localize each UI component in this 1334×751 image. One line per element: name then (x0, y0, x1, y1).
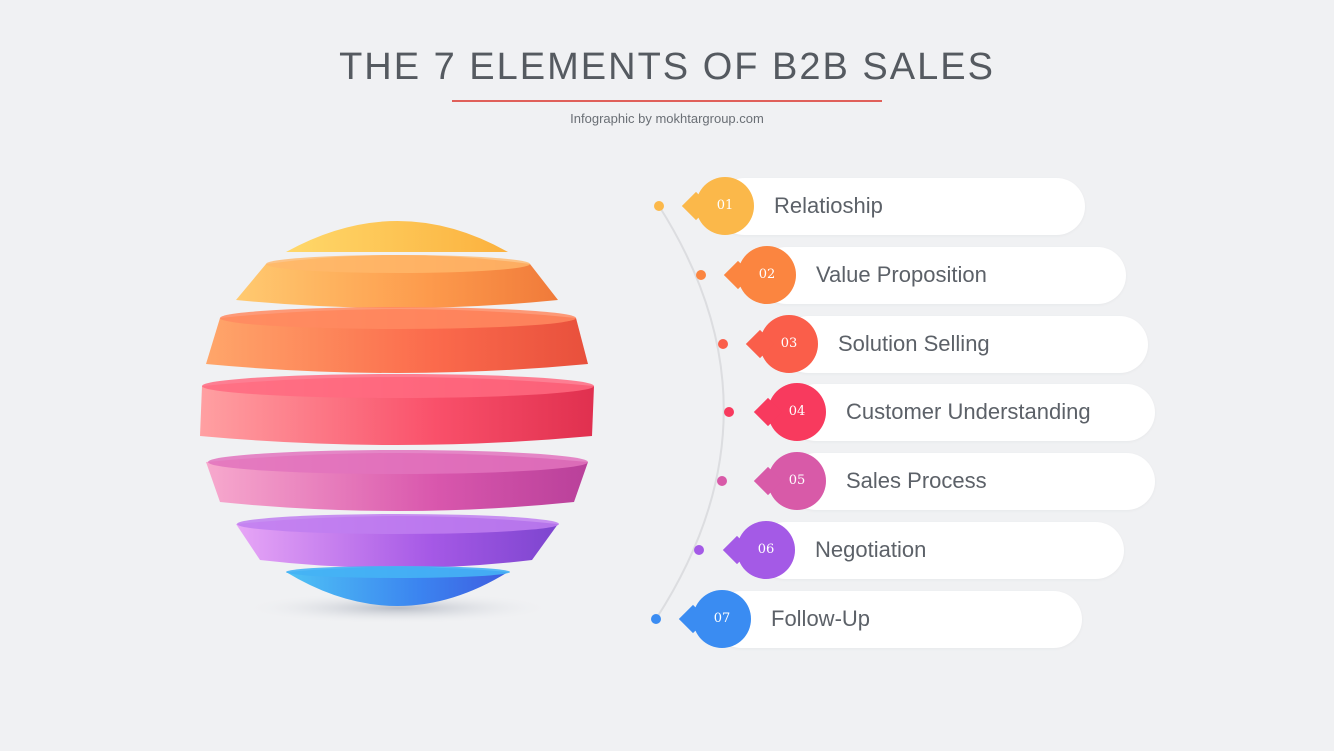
item-label: Customer Understanding (846, 399, 1091, 424)
item-number: 06 (757, 542, 775, 557)
rail-dot (696, 270, 706, 280)
item-number: 03 (780, 336, 798, 351)
item-pill (788, 384, 1155, 441)
page-subtitle: Infographic by mokhtargroup.com (570, 111, 764, 126)
title-underline (452, 100, 882, 102)
item-pill (758, 247, 1126, 304)
item-number-badge: 06 (722, 521, 795, 579)
item-number-badge: 04 (753, 383, 826, 441)
item-number-badge: 03 (745, 315, 818, 373)
item-label: Relatioship (774, 193, 883, 218)
sphere-layer-1 (286, 221, 508, 252)
rail-dot (717, 476, 727, 486)
rail-dot (654, 201, 664, 211)
item-number: 04 (788, 404, 806, 419)
item-label: Value Proposition (816, 262, 987, 287)
sphere-shadow (243, 592, 553, 624)
rail-dot (694, 545, 704, 555)
item-pill (713, 591, 1082, 648)
item-label: Sales Process (846, 468, 987, 493)
item-number: 05 (788, 473, 806, 488)
item-number-badge: 07 (678, 590, 751, 648)
item-pill (780, 316, 1148, 373)
page-title: THE 7 ELEMENTS OF B2B SALES (339, 46, 995, 88)
item-number: 07 (713, 611, 731, 626)
item-label: Follow-Up (771, 606, 871, 631)
item-number-badge: 02 (723, 246, 796, 304)
item-number-badge: 05 (753, 452, 826, 510)
item-pill (716, 178, 1085, 235)
item-number: 01 (716, 198, 734, 213)
rail-dot (651, 614, 661, 624)
item-number: 02 (758, 267, 776, 282)
item-label: Negotiation (815, 537, 927, 562)
item-label: Solution Selling (838, 331, 990, 356)
rail-dot (718, 339, 728, 349)
item-pill (788, 453, 1155, 510)
layered-sphere-illustration (200, 221, 594, 624)
item-pill (757, 522, 1124, 579)
rail-dot (724, 407, 734, 417)
item-number-badge: 01 (681, 177, 754, 235)
